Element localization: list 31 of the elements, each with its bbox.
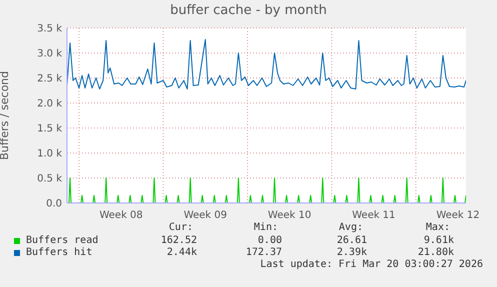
text: 172.37 bbox=[246, 247, 282, 258]
y-tick-label: 1.0 k bbox=[37, 148, 62, 160]
y-tick-label: 0.5 k bbox=[37, 174, 62, 185]
legend-label: Buffers hit bbox=[26, 247, 92, 258]
text: 162.52 bbox=[160, 235, 197, 246]
text: Last update: Fri Mar 20 03:00:27 2026 bbox=[260, 259, 483, 270]
text: Avg: bbox=[338, 222, 363, 233]
text: 9.61k bbox=[424, 235, 454, 246]
y-tick-label: 3.5 k bbox=[37, 24, 62, 35]
y-axis-title: Buffers / second bbox=[0, 70, 11, 160]
y-tick-label: 2.0 k bbox=[37, 98, 62, 110]
line-series bbox=[67, 39, 466, 90]
text: 26.61 bbox=[336, 235, 367, 246]
x-tick-label: Week 11 bbox=[352, 210, 396, 222]
text: 21.80k bbox=[418, 247, 454, 258]
text: Min: bbox=[254, 222, 278, 233]
x-tick-label: Week 10 bbox=[268, 210, 312, 222]
text: Cur: bbox=[168, 222, 193, 233]
text: 2.44k bbox=[166, 247, 197, 258]
text: Max: bbox=[426, 222, 450, 233]
x-tick-label: Week 08 bbox=[99, 210, 143, 222]
text: 0.00 bbox=[258, 235, 282, 246]
legend-label: Buffers read bbox=[26, 235, 98, 246]
x-tick-label: Week 12 bbox=[436, 210, 480, 222]
x-tick-label: Week 09 bbox=[184, 210, 228, 222]
y-tick-label: 1.5 k bbox=[37, 124, 62, 135]
y-tick-label: 0.0 bbox=[46, 198, 62, 210]
chart-title: buffer cache - by month bbox=[169, 3, 328, 18]
text: 2.39k bbox=[336, 247, 367, 258]
y-tick-label: 2.5 k bbox=[37, 74, 62, 85]
y-tick-label: 3.0 k bbox=[37, 48, 62, 60]
